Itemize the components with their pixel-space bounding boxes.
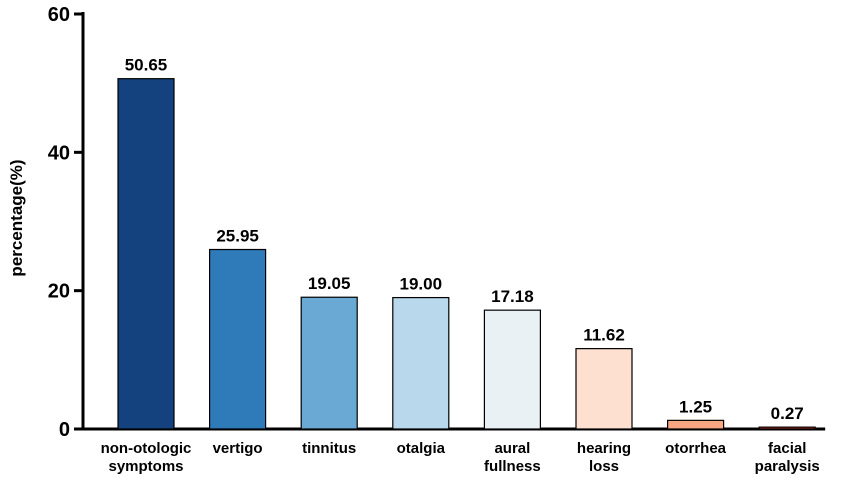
axes — [81, 12, 826, 431]
y-tick-label: 40 — [48, 142, 70, 164]
bar — [392, 296, 450, 430]
value-label: 50.65 — [125, 56, 168, 75]
category-label: aural — [494, 440, 530, 457]
category-label: tinnitus — [302, 440, 356, 457]
category-label: non-otologic — [101, 440, 192, 457]
y-tick-label: 0 — [59, 419, 70, 441]
category-label: otorrhea — [665, 440, 727, 457]
bar — [758, 426, 816, 430]
value-label: 19.00 — [400, 275, 443, 294]
category-label: fullness — [484, 458, 541, 475]
value-label: 25.95 — [216, 227, 259, 246]
y-axis-title: percentage(%) — [7, 159, 26, 276]
bar — [117, 78, 175, 430]
bar — [666, 419, 725, 430]
bar — [300, 296, 358, 430]
value-label: 11.62 — [583, 326, 625, 345]
y-axis-ticks: 0 20 40 60 — [48, 4, 83, 441]
value-label: 0.27 — [771, 404, 804, 423]
category-label: paralysis — [755, 458, 820, 475]
bar — [483, 309, 541, 430]
category-label: vertigo — [213, 440, 263, 457]
bars — [117, 78, 816, 430]
bar — [575, 348, 633, 430]
y-tick-label: 60 — [48, 4, 70, 26]
value-label: 17.18 — [491, 287, 534, 306]
bar — [209, 248, 267, 430]
category-label: symptoms — [108, 458, 183, 475]
category-label: facial — [768, 440, 806, 457]
value-label: 1.25 — [679, 397, 712, 416]
value-labels: 50.65 25.95 19.05 19.00 17.18 11.62 1.25 0.27 — [125, 56, 804, 423]
category-label: otalgia — [397, 440, 446, 457]
category-label: loss — [589, 458, 619, 475]
value-label: 19.05 — [308, 274, 351, 293]
y-tick-label: 20 — [48, 281, 70, 303]
category-label: hearing — [577, 440, 631, 457]
